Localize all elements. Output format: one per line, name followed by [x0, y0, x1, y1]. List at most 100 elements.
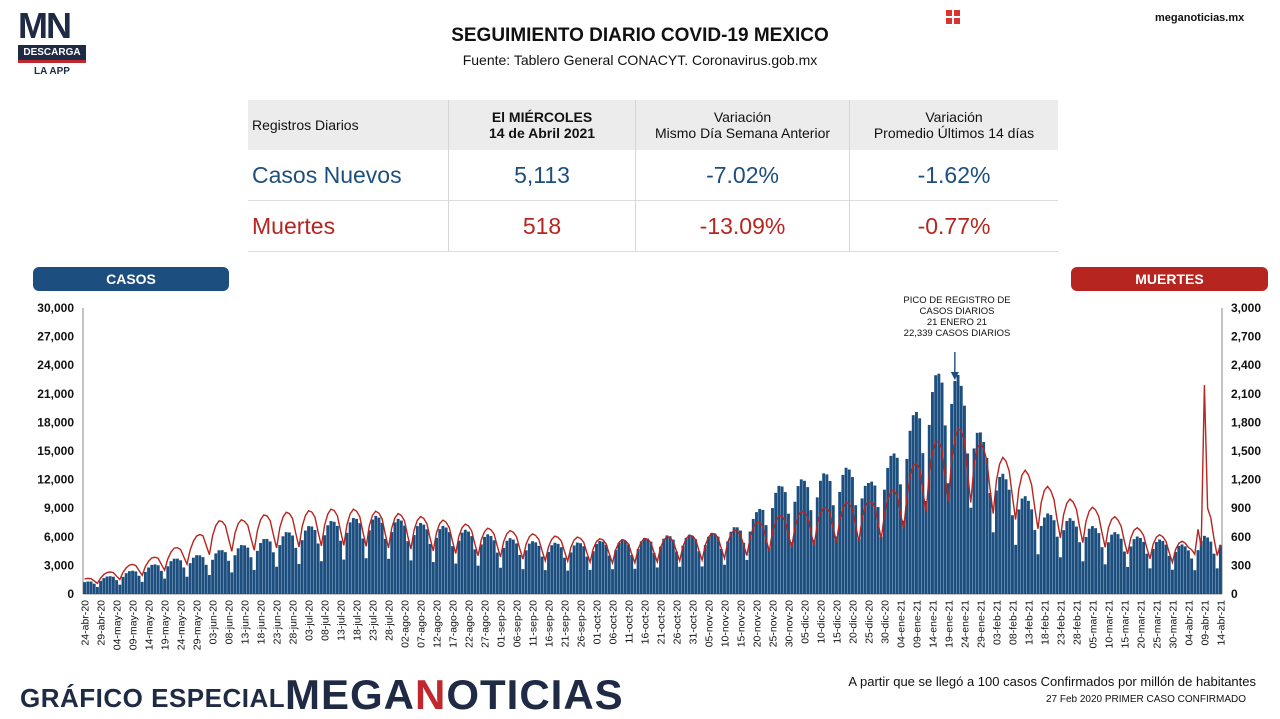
case-bar — [438, 529, 442, 594]
site-link[interactable]: meganoticias.mx — [1155, 12, 1245, 24]
x-tick-label: 19-may-20 — [160, 600, 172, 650]
case-bar — [1132, 539, 1136, 594]
peak-annotation-text: 22,339 CASOS DIARIOS — [904, 328, 1011, 339]
case-bar — [358, 523, 362, 594]
x-tick-label: 04-may-20 — [112, 600, 124, 650]
case-bar — [783, 492, 787, 594]
case-bar — [201, 557, 205, 594]
case-bar — [1113, 532, 1117, 594]
case-bar — [227, 560, 231, 594]
x-tick-label: 29-ene-21 — [975, 600, 987, 648]
case-bar — [627, 544, 630, 594]
case-bar — [860, 498, 864, 594]
case-bar — [198, 555, 202, 594]
case-bar — [998, 476, 1002, 594]
case-bar — [978, 432, 982, 594]
case-bar — [335, 525, 339, 594]
x-tick-label: 01-oct-20 — [592, 600, 604, 645]
case-bar — [124, 573, 128, 594]
case-bar — [217, 550, 221, 594]
case-bar — [566, 570, 570, 594]
case-bar — [620, 540, 624, 594]
case-bar — [595, 544, 598, 594]
case-bar — [643, 537, 646, 594]
row-var-avg: -0.77% — [849, 200, 1058, 252]
case-bar — [553, 542, 557, 594]
case-bar — [169, 561, 173, 594]
x-tick-label: 21-oct-20 — [656, 600, 668, 645]
case-bar — [668, 536, 672, 594]
case-bar — [307, 526, 311, 594]
header-var-week-line2: Mismo Día Semana Anterior — [654, 125, 831, 141]
case-bar — [623, 541, 627, 594]
x-tick-label: 26-sep-20 — [576, 600, 588, 647]
case-bar — [1042, 517, 1046, 594]
case-bar — [508, 538, 512, 594]
case-bar — [1055, 536, 1059, 594]
case-bar — [739, 530, 742, 594]
header-label: Registros Diarios — [248, 100, 449, 150]
case-bar — [591, 551, 595, 594]
case-bar — [502, 547, 506, 594]
case-bar — [457, 540, 461, 594]
case-bar — [531, 541, 534, 594]
x-tick-label: 20-mar-21 — [1135, 600, 1147, 649]
x-tick-label: 27-ago-20 — [480, 600, 492, 648]
case-bar — [367, 530, 371, 594]
x-tick-label: 03-jun-20 — [208, 600, 220, 645]
case-bar — [943, 425, 947, 594]
case-bar — [83, 582, 87, 594]
case-bar — [918, 418, 922, 594]
case-bar — [1049, 515, 1053, 594]
case-bar — [825, 474, 829, 594]
y-left-tick-label: 21,000 — [37, 387, 74, 401]
case-bar — [646, 538, 650, 594]
grid-icon — [946, 10, 960, 24]
brand-part-b: OTICIAS — [446, 671, 624, 718]
header-date: El MIÉRCOLES 14 de Abril 2021 — [448, 100, 636, 150]
x-tick-label: 14-abr-21 — [1215, 600, 1227, 646]
case-bar — [886, 467, 890, 594]
case-bar — [879, 536, 883, 594]
stats-row-casos: Casos Nuevos 5,113 -7.02% -1.62% — [248, 150, 1058, 201]
case-bar — [355, 518, 358, 594]
app-logo[interactable]: MN DESCARGA LA APP — [18, 8, 86, 77]
case-bar — [431, 562, 435, 594]
x-tick-label: 08-feb-21 — [1007, 600, 1019, 645]
case-bar — [1058, 557, 1062, 594]
case-bar — [726, 541, 730, 594]
case-bar — [787, 513, 790, 594]
case-bar — [947, 483, 950, 594]
case-bar — [969, 507, 973, 594]
case-bar — [172, 558, 176, 594]
x-tick-label: 10-nov-20 — [720, 600, 732, 647]
brand-wordmark: MEGANOTICIAS — [285, 671, 624, 719]
case-bar — [159, 570, 163, 594]
case-bar — [1065, 520, 1069, 594]
case-bar — [518, 554, 522, 594]
x-tick-label: 06-sep-20 — [512, 600, 524, 647]
case-bar — [921, 453, 925, 594]
case-bar — [655, 567, 659, 594]
case-bar — [220, 550, 224, 594]
case-bar — [771, 508, 774, 594]
header-date-line2: 14 de Abril 2021 — [488, 125, 596, 141]
x-tick-label: 05-nov-20 — [704, 600, 716, 647]
case-bar — [931, 392, 934, 594]
case-bar — [710, 533, 714, 594]
page-subtitle: Fuente: Tablero General CONACYT. Coronav… — [462, 52, 818, 68]
case-bar — [287, 532, 291, 594]
case-bar — [345, 532, 349, 594]
case-bar — [723, 564, 726, 594]
case-bar — [1186, 550, 1190, 594]
case-bar — [1142, 541, 1146, 594]
case-bar — [243, 545, 247, 594]
case-bar — [409, 560, 413, 594]
row-var-week: -13.09% — [635, 200, 850, 252]
x-tick-label: 08-jun-20 — [224, 600, 236, 645]
case-bar — [684, 537, 688, 594]
case-bar — [342, 559, 346, 594]
case-bar — [204, 564, 208, 594]
x-tick-label: 15-mar-21 — [1119, 600, 1131, 649]
case-bar — [1074, 526, 1078, 594]
